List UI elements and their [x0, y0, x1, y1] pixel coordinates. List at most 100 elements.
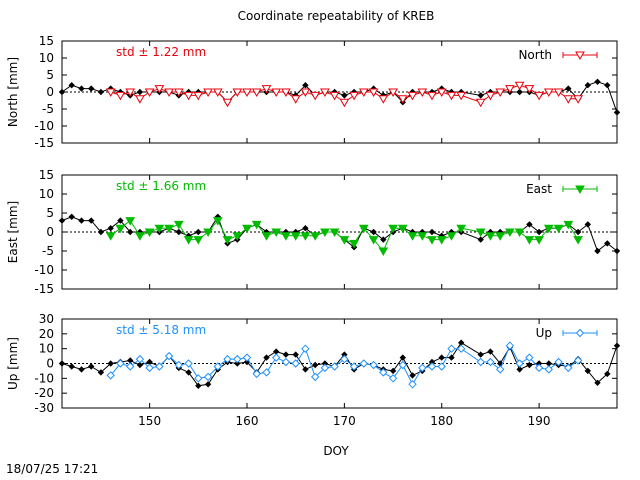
legend-marker [575, 328, 585, 338]
series-point [486, 357, 495, 367]
black-series-point [604, 370, 611, 378]
series-point [173, 88, 184, 98]
y-axis-label: Up [mm] [6, 337, 20, 390]
black-series-point [87, 363, 95, 370]
black-series-point [477, 236, 484, 243]
series-point [554, 357, 563, 367]
series-point [564, 363, 573, 373]
series-point [358, 224, 369, 234]
black-series-point [58, 360, 66, 367]
series-point [174, 360, 184, 370]
black-series-point [204, 381, 212, 388]
black-series-point [282, 351, 290, 358]
series-point [262, 368, 271, 377]
series-point [495, 365, 505, 374]
black-series-point [448, 354, 455, 361]
series-point [106, 371, 115, 380]
series-point [446, 91, 457, 101]
std-label: std ± 1.22 mm [116, 45, 206, 59]
y-tick-label: 5 [46, 206, 54, 220]
legend-label: East [526, 182, 552, 196]
series-point [301, 344, 310, 353]
series-point [368, 88, 379, 98]
series-point [193, 236, 204, 245]
series-point [116, 359, 125, 368]
series-point [534, 236, 544, 245]
timestamp: 18/07/25 17:21 [6, 462, 98, 476]
black-series-point [234, 360, 241, 367]
series-point [437, 362, 446, 371]
series-point [417, 88, 428, 98]
series-point [436, 88, 447, 98]
series-point [436, 236, 447, 245]
series-point [155, 362, 164, 371]
y-tick-label: 15 [39, 34, 54, 48]
series-point [281, 88, 291, 98]
black-series-point [126, 357, 134, 364]
series-point [349, 91, 359, 101]
black-series-point [68, 363, 75, 370]
series-point [456, 91, 467, 101]
series-point [475, 228, 486, 238]
black-series-point [535, 228, 543, 236]
std-label: std ± 1.66 mm [116, 179, 206, 193]
black-series-point [68, 81, 75, 89]
series-point [281, 232, 291, 241]
series-point [310, 372, 320, 382]
black-series-point [604, 81, 611, 89]
y-tick-label: 30 [39, 312, 54, 326]
legend-label: North [518, 48, 552, 62]
black-series-point [604, 240, 611, 247]
black-series-point [311, 361, 319, 369]
series-point [310, 91, 321, 101]
series-point [135, 95, 145, 104]
y-tick-label: -15 [34, 282, 54, 296]
series-point [320, 363, 330, 373]
series-point [329, 91, 340, 101]
series-point [194, 374, 203, 383]
series-point [514, 81, 525, 91]
series-point [525, 353, 534, 362]
x-tick-label: 160 [236, 414, 259, 428]
black-series-point [302, 81, 309, 89]
y-axis-label: North [mm] [6, 57, 20, 127]
series-point [154, 85, 165, 94]
series-point [320, 88, 330, 98]
black-series-point [613, 109, 621, 116]
series-point [524, 236, 535, 245]
black-series-point [136, 88, 144, 96]
series-point [320, 228, 330, 238]
y-tick-label: -5 [42, 244, 54, 258]
series-point [164, 351, 174, 361]
series-point [553, 88, 564, 98]
black-series-point [97, 228, 105, 236]
black-series-point [126, 228, 134, 236]
series-point [115, 224, 126, 234]
black-series-point [263, 354, 270, 361]
black-series-point [457, 339, 465, 346]
series-point [145, 363, 154, 373]
series-point [379, 368, 388, 377]
black-series-point [107, 360, 114, 367]
chart-title: Coordinate repeatability of KREB [238, 9, 435, 23]
y-tick-label: -5 [42, 102, 54, 116]
y-tick-label: -10 [34, 371, 54, 385]
black-series-point [68, 213, 75, 221]
x-tick-label: 150 [138, 414, 161, 428]
black-series-point [565, 85, 572, 92]
black-series-point [302, 224, 309, 232]
black-series-point [613, 342, 621, 349]
series-point [378, 95, 389, 104]
series-point [543, 88, 554, 98]
black-series-point [341, 92, 348, 99]
series-point [524, 85, 535, 94]
chart-panels: -15 -10 -5 0 5 10 15 North [mm] std ± 1.22 mm Nor… [6, 34, 621, 428]
series-point [222, 236, 233, 245]
series-point [427, 362, 437, 371]
series-point [173, 220, 184, 230]
series-point [183, 91, 194, 101]
y-tick-label: 10 [39, 51, 54, 65]
std-label: std ± 5.18 mm [116, 323, 206, 337]
series-point [232, 88, 243, 98]
